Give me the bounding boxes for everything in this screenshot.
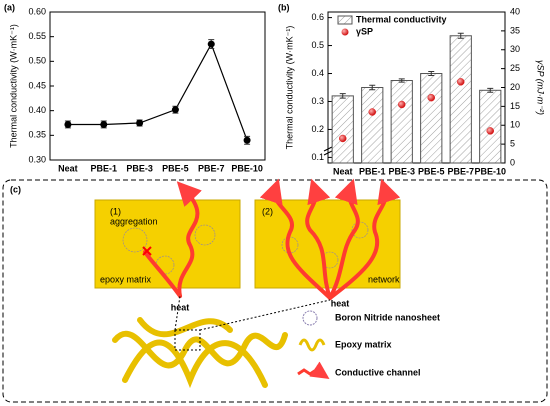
- line: [67, 42, 248, 141]
- error-bar: [369, 84, 376, 91]
- x-tick-label: PBE-3: [388, 166, 415, 176]
- panel-label: (a): [4, 2, 15, 12]
- legend-text: Boron Nitride nanosheet: [335, 312, 440, 322]
- y-tick-label: 0.45: [28, 80, 46, 90]
- legend-swatch: [341, 28, 349, 36]
- x-tick-label: PBE-10: [474, 166, 506, 176]
- conductive-channels: [143, 178, 401, 300]
- bar: [361, 87, 384, 164]
- legend-swatch: [337, 15, 353, 25]
- error-bar: [457, 32, 464, 39]
- point: [136, 119, 144, 127]
- error-bar: [398, 78, 405, 83]
- box-label: network: [368, 274, 400, 284]
- point: [100, 120, 108, 128]
- y-tick-label: 0.60: [28, 6, 46, 16]
- point: [427, 93, 435, 102]
- box-number: (2): [262, 206, 273, 216]
- point: [368, 108, 376, 116]
- y2-tick-label: 5: [510, 139, 515, 149]
- legend-icon: [302, 310, 318, 326]
- legend-label: Thermal conductivity: [356, 14, 447, 24]
- x-tick-label: Neat: [333, 166, 353, 176]
- point: [486, 127, 494, 135]
- y-tick-label: 0.5: [311, 40, 324, 50]
- legend-label: γSP: [356, 26, 373, 36]
- x-tick-label: PBE-5: [162, 163, 189, 173]
- zoom-box: [174, 329, 201, 351]
- x-tick-label: PBE-3: [126, 163, 153, 173]
- y2-tick-label: 0: [510, 157, 515, 167]
- heat-label: heat: [171, 302, 190, 312]
- x-tick-label: PBE-10: [231, 163, 263, 173]
- y-tick-label: 0.40: [28, 105, 46, 115]
- legend-text: Conductive channel: [335, 367, 421, 377]
- zoom-line: [174, 295, 181, 331]
- x-tick-label: PBE-5: [418, 166, 445, 176]
- point: [243, 136, 251, 144]
- zoom-line: [199, 299, 331, 331]
- axis-break: [323, 146, 333, 156]
- y-axis-label: Thermal conductivity (W·mK⁻¹): [8, 24, 18, 148]
- box-number: (1): [110, 206, 121, 216]
- point: [171, 106, 179, 114]
- error-bar: [487, 87, 494, 93]
- block-mark: [142, 246, 152, 256]
- bar: [420, 73, 443, 164]
- y-tick-label: 0.6: [311, 12, 324, 22]
- box-label: aggregation: [110, 216, 158, 226]
- y-tick-label: 0.50: [28, 56, 46, 66]
- point: [398, 100, 406, 109]
- x-tick-label: PBE-1: [90, 163, 117, 173]
- plot-frame: [327, 11, 506, 164]
- y2-tick-label: 35: [510, 25, 520, 35]
- y-tick-label: 0.35: [28, 130, 46, 140]
- panel-label: (c): [10, 184, 21, 194]
- y2-tick-label: 10: [510, 120, 520, 130]
- legend-text: Epoxy matrix: [335, 339, 392, 349]
- y2-tick-label: 15: [510, 101, 520, 111]
- x-tick-label: PBE-1: [359, 166, 386, 176]
- y-tick-label: 0.4: [311, 68, 324, 78]
- legend-icon: [297, 361, 330, 379]
- scheme-box: [94, 199, 241, 289]
- box-label: epoxy matrix: [100, 274, 152, 284]
- x-tick-label: PBE-7: [447, 166, 474, 176]
- x-tick-label: Neat: [58, 163, 78, 173]
- y-tick-label: 0.2: [311, 124, 324, 134]
- heat-label: heat: [331, 298, 350, 308]
- epoxy-tangle: [112, 317, 288, 389]
- y2-tick-label: 40: [510, 6, 520, 16]
- error-bar: [428, 71, 435, 76]
- y-tick-label: 0.1: [311, 152, 324, 162]
- y2-axis-label: γSP (mJ·m⁻²): [536, 60, 546, 115]
- point: [64, 120, 72, 128]
- point: [457, 78, 465, 86]
- y-axis-label: Thermal conductivity (W·mK⁻¹): [284, 26, 294, 150]
- point: [339, 134, 347, 143]
- legend-icon: [298, 338, 326, 352]
- y2-tick-label: 30: [510, 44, 520, 54]
- bar: [390, 80, 413, 164]
- y-tick-label: 0.30: [28, 154, 46, 164]
- y2-tick-label: 25: [510, 63, 520, 73]
- y2-tick-label: 20: [510, 82, 520, 92]
- bar: [331, 95, 354, 164]
- panel-label: (b): [278, 2, 290, 12]
- error-bar: [339, 93, 346, 99]
- y-tick-label: 0.3: [311, 96, 324, 106]
- point: [207, 40, 215, 48]
- plot-frame: [49, 11, 266, 161]
- bar: [449, 35, 472, 164]
- bar: [479, 89, 502, 164]
- y-tick-label: 0.55: [28, 31, 46, 41]
- x-tick-label: PBE-7: [198, 163, 225, 173]
